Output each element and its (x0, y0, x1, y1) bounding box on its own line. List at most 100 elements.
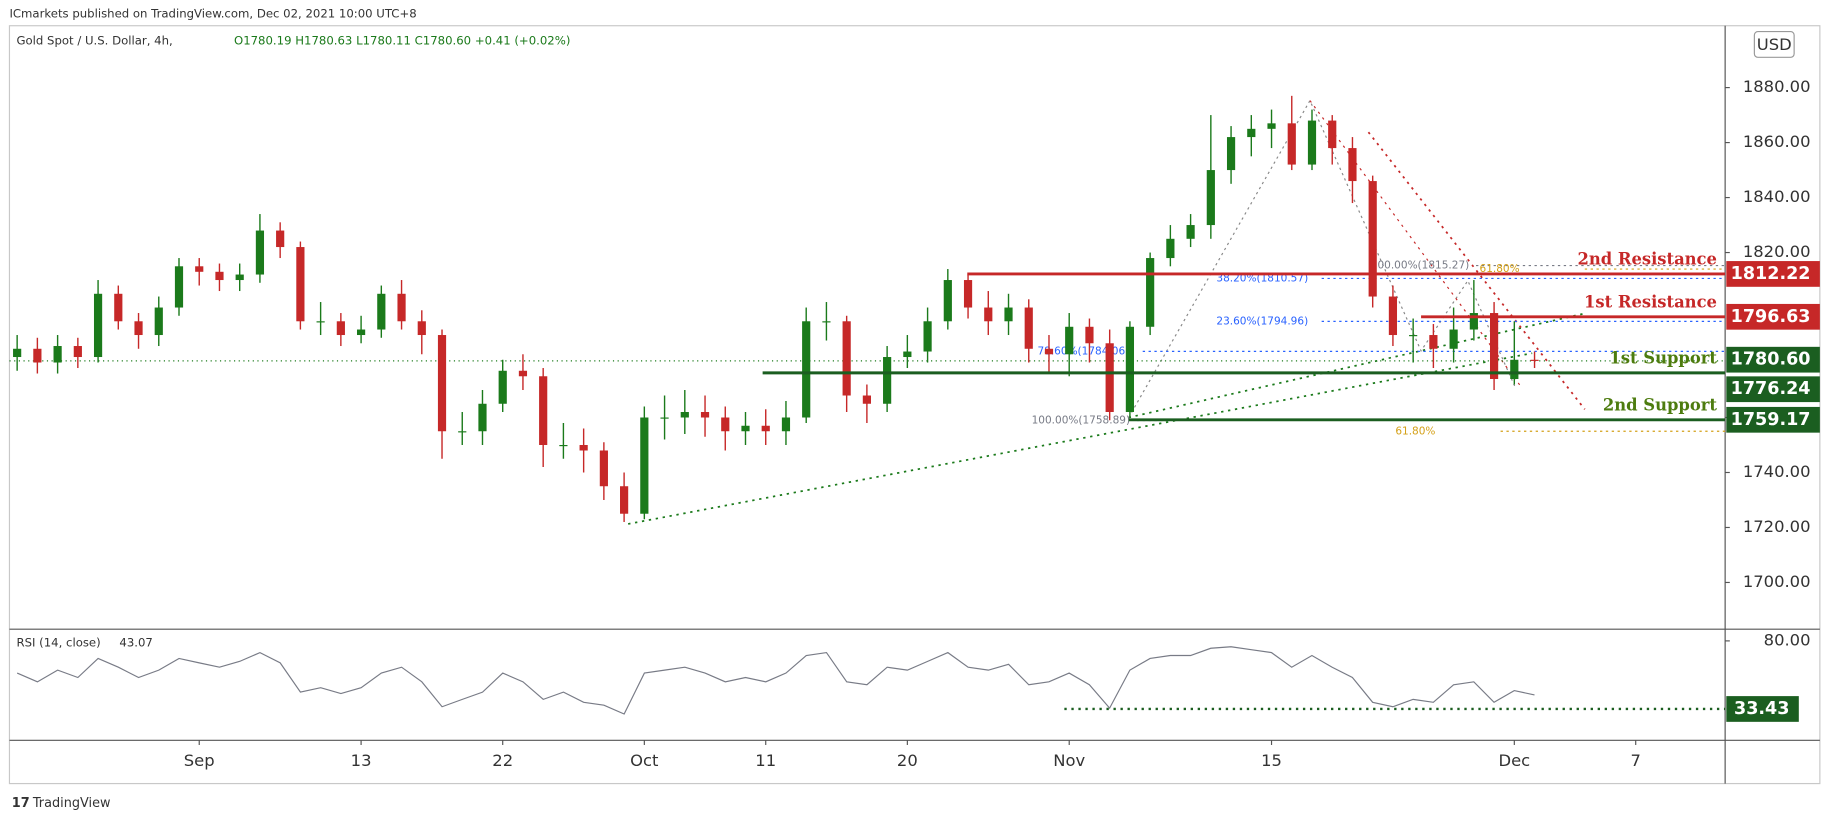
fib-label: 23.60%(1794.96) (1216, 315, 1308, 327)
candle-body (1146, 258, 1155, 327)
trendline (1309, 100, 1521, 387)
candle-body (761, 425, 770, 432)
level-box (1726, 261, 1820, 287)
candle-body (802, 321, 811, 418)
candle-body (660, 417, 669, 419)
candle-body (377, 293, 386, 330)
x-tick-label: 13 (351, 751, 372, 770)
candle-body (1085, 326, 1094, 344)
candle-body (397, 293, 406, 322)
level-name: 2nd Resistance (1577, 249, 1716, 268)
candle-body (963, 280, 973, 308)
candle-body (1024, 307, 1033, 349)
candle-body (1287, 123, 1296, 165)
ohlc: O1780.19 H1780.63 L1780.11 C1780.60 +0.4… (234, 33, 570, 47)
level-box (1726, 376, 1820, 403)
candle-body (1489, 313, 1499, 380)
candle-body (620, 486, 629, 514)
candle-body (478, 403, 487, 432)
candle-body (640, 417, 649, 514)
level-name: 2nd Support (1603, 395, 1718, 414)
symbol: Gold Spot / U.S. Dollar, 4h, (16, 33, 172, 47)
rsi-tick-label: 80.00 (1764, 630, 1811, 649)
candle-body (1469, 313, 1478, 330)
rsi-level-value: 33.43 (1734, 699, 1789, 719)
candle-body (1125, 326, 1135, 413)
candle-body (417, 321, 426, 336)
candle-body (255, 230, 265, 275)
candle-body (458, 431, 467, 433)
candle-body (883, 357, 892, 404)
level-value: 1796.63 (1731, 307, 1811, 327)
candle-body (13, 348, 22, 358)
candle-body (1226, 137, 1236, 171)
trendline (1128, 312, 1585, 419)
y-tick-label: 1840.00 (1743, 187, 1811, 206)
candle-body (1206, 170, 1215, 226)
candle-body (336, 321, 345, 336)
candle-body (154, 307, 163, 336)
candle-body (33, 348, 42, 363)
fib-label: 61.80% (1480, 263, 1520, 275)
price-box (1726, 346, 1820, 373)
candle-body (1307, 120, 1317, 165)
candle-body (1105, 343, 1114, 413)
level-value: 1812.22 (1731, 264, 1811, 284)
candle-body (943, 280, 952, 322)
candle-body (1328, 120, 1337, 149)
candle-body (437, 335, 447, 432)
candle-body (700, 412, 710, 418)
candle-body (518, 370, 528, 377)
x-tick-label: 15 (1261, 751, 1282, 770)
y-tick-label: 1880.00 (1743, 77, 1811, 96)
fib-label: 61.80% (1395, 425, 1435, 437)
publisher: ICmarkets published on TradingView.com, … (9, 7, 416, 21)
candle-body (1368, 181, 1377, 297)
candle-body (316, 321, 325, 323)
fib-label: 100.00%(1815.27) (1371, 260, 1469, 272)
rsi-value: 43.07 (119, 636, 152, 650)
candle-body (356, 329, 366, 336)
candle-body (539, 376, 548, 445)
candle-body (1530, 359, 1539, 361)
candle-body (741, 425, 750, 432)
currency-box[interactable] (1753, 30, 1795, 58)
candle-body (1409, 335, 1418, 337)
x-tick-label: 22 (492, 751, 513, 770)
candle-body (781, 417, 791, 432)
candle-body (1004, 307, 1013, 322)
candle-body (53, 346, 62, 363)
level-box (1726, 303, 1820, 330)
y-tick-label: 1740.00 (1743, 462, 1811, 481)
trendline (1367, 131, 1586, 410)
candle-body (235, 274, 244, 281)
candle-body (73, 346, 82, 358)
candle-body (195, 266, 204, 272)
candle-body (134, 321, 143, 336)
candle-body (822, 321, 831, 323)
candle-body (1449, 329, 1458, 349)
candle-body (862, 395, 871, 404)
currency[interactable]: USD (1757, 35, 1792, 54)
brand-logo: 17 (12, 796, 30, 811)
candle-body (1510, 359, 1519, 380)
candle-body (215, 271, 224, 281)
layers: 1700.001720.001740.001760.001820.001840.… (9, 77, 1820, 770)
level-name: 1st Resistance (1584, 292, 1717, 311)
candle-body (903, 351, 912, 358)
x-tick-label: 7 (1630, 751, 1640, 770)
fib-label: 100.00%(1758.89) (1032, 415, 1130, 427)
candle-body (721, 417, 730, 432)
rsi-line (16, 646, 1535, 715)
candle-body (680, 412, 689, 418)
candle-body (276, 230, 285, 248)
fib-label: 38.20%(1810.57) (1216, 272, 1308, 284)
candle-body (1065, 326, 1074, 355)
y-tick-label: 1820.00 (1743, 242, 1811, 261)
candle-body (1166, 238, 1175, 259)
candle-body (984, 307, 993, 322)
candle-body (1267, 123, 1276, 129)
candle-body (174, 266, 184, 308)
level-value: 1776.24 (1731, 379, 1811, 399)
